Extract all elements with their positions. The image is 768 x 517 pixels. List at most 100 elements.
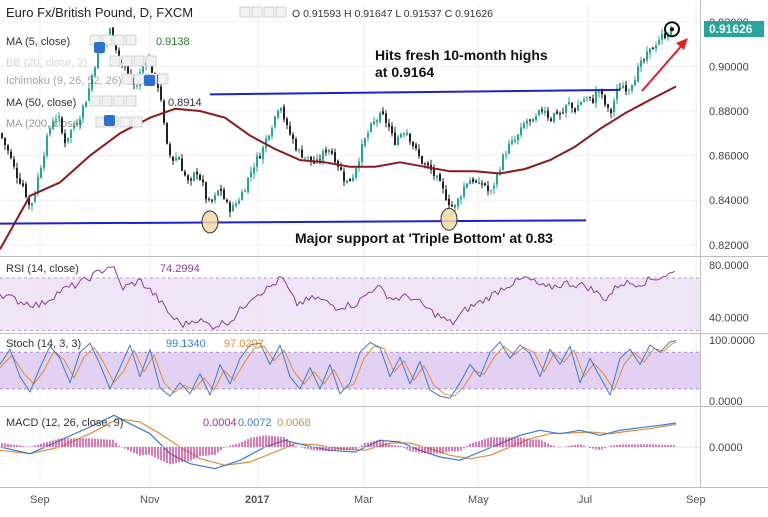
candle-body — [385, 113, 387, 123]
candle-body — [340, 167, 342, 171]
candle-body — [646, 51, 648, 61]
candle-body — [517, 134, 519, 141]
candle-body — [31, 203, 33, 206]
candle-body — [421, 156, 423, 164]
indicator-label: MA (50, close) — [6, 97, 76, 109]
candle-body — [460, 196, 462, 200]
stoch-label: Stoch (14, 3, 3) — [6, 338, 81, 350]
candle-body — [472, 178, 474, 182]
candle-body — [136, 85, 138, 87]
candle-body — [283, 106, 285, 120]
indicator-label: Ichimoku (9, 26, 52, 26) — [6, 75, 122, 87]
last-price-value: 0.91626 — [709, 22, 753, 36]
candle-body — [628, 89, 630, 91]
candle-body — [583, 99, 585, 102]
legend-row-bb[interactable]: BB (20, close, 2) — [6, 57, 87, 69]
y-axes: 0.820000.840000.860000.880000.900000.920… — [709, 17, 755, 454]
candle-body — [616, 88, 618, 100]
candle-body — [622, 85, 624, 89]
candle-body — [601, 90, 603, 95]
candle-body — [235, 203, 237, 207]
candle-body — [205, 182, 207, 200]
candle-body — [85, 101, 87, 108]
legend-control-icon — [121, 73, 133, 85]
candle-body — [274, 116, 276, 127]
ohlc-readout: O 0.91593 H 0.91647 L 0.91537 C 0.91626 — [292, 8, 493, 20]
candle-body — [19, 178, 21, 184]
candle-body — [604, 95, 606, 105]
legend-control-icon — [101, 34, 113, 46]
indicator-lines — [0, 85, 677, 470]
candle-body — [409, 133, 411, 142]
legend-control-icon — [133, 73, 145, 85]
candle-body — [541, 109, 543, 112]
x-tick-label: Sep — [686, 494, 706, 506]
candle-body — [193, 172, 195, 181]
candle-body — [589, 96, 591, 98]
legend-row-ma50[interactable]: MA (50, close) 0.8914 — [6, 97, 202, 109]
candle-body — [91, 75, 93, 90]
candle-body — [394, 132, 396, 145]
x-tick-label: Nov — [140, 494, 160, 506]
legend-row-ma200[interactable]: MA (200, close) — [6, 118, 82, 130]
candle-body — [40, 167, 42, 178]
candle-body — [565, 104, 567, 113]
candle-body — [439, 173, 441, 182]
candle-body — [520, 127, 522, 135]
candle-body — [178, 158, 180, 160]
indicator-label: BB (20, close, 2) — [6, 57, 87, 69]
candle-body — [352, 177, 354, 182]
x-tick-label: Sep — [30, 494, 50, 506]
candle-body — [220, 188, 222, 191]
trade-marker-icon — [94, 42, 105, 53]
candle-body — [499, 170, 501, 174]
header-control-icon — [275, 6, 287, 18]
candle-body — [172, 156, 174, 161]
candle-body — [577, 104, 579, 111]
x-tick-label: May — [468, 494, 489, 506]
candle-body — [13, 159, 15, 167]
legend-control-icon — [121, 55, 133, 67]
candle-body — [202, 179, 204, 183]
candle-body — [238, 200, 240, 204]
header-control-icon — [251, 6, 263, 18]
candle-body — [490, 190, 492, 192]
candle-body — [1, 133, 3, 138]
y-tick-label: 0.86000 — [709, 151, 749, 163]
support-trendline — [0, 219, 587, 225]
indicator-label: MA (200, close) — [6, 118, 82, 130]
candle-body — [382, 111, 384, 115]
candle-body — [175, 157, 177, 161]
candle-body — [454, 204, 456, 208]
candle-body — [670, 27, 672, 36]
candle-body — [640, 60, 642, 68]
legend-row-ma5[interactable]: MA (5, close) 0.9138 — [6, 36, 190, 48]
candle-body — [292, 134, 294, 140]
candle-body — [487, 185, 489, 192]
stoch-tick-label: 0.0000 — [709, 396, 743, 408]
candle-body — [571, 102, 573, 108]
candle-body — [73, 125, 75, 129]
highs-annotation-line2: at 0.9164 — [375, 64, 434, 80]
candle-body — [259, 156, 261, 159]
candle-body — [619, 88, 621, 90]
candle-body — [58, 116, 60, 118]
candle-body — [544, 110, 546, 113]
candle-body — [304, 157, 306, 159]
legend-control-icon — [109, 55, 121, 67]
trend-arrow-head — [676, 38, 688, 50]
candle-body — [295, 139, 297, 151]
candle-body — [4, 137, 6, 146]
legend-control-icon — [101, 95, 113, 107]
candle-body — [349, 178, 351, 182]
candle-body — [436, 175, 438, 178]
candle-body — [451, 205, 453, 207]
candle-body — [250, 171, 252, 178]
candle-body — [325, 149, 327, 153]
x-tick-label: Mar — [354, 494, 373, 506]
candle-body — [334, 152, 336, 163]
rsi-label: RSI (14, close) — [6, 263, 79, 275]
legend: Euro Fx/British Pound, D, FXCM O 0.91593… — [6, 5, 493, 130]
legend-row-ichimoku[interactable]: Ichimoku (9, 26, 52, 26) — [6, 75, 122, 87]
candle-body — [481, 183, 483, 185]
